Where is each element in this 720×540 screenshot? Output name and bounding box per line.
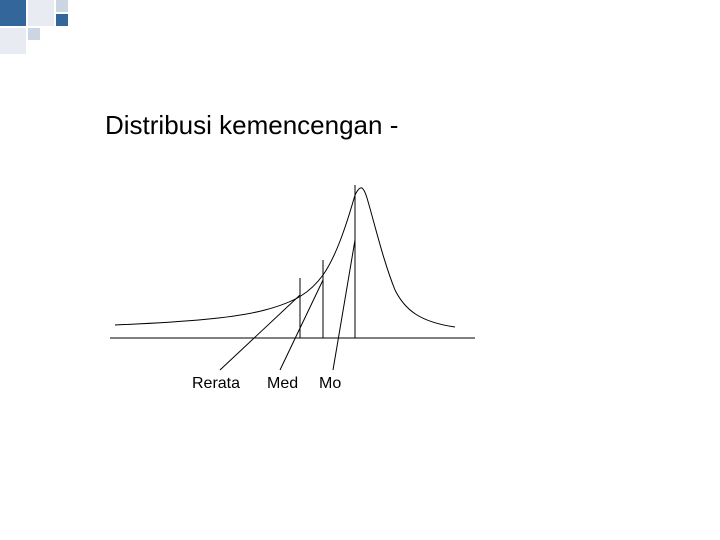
label-rerata: Rerata	[192, 375, 240, 393]
slide-corner-decoration	[0, 0, 80, 60]
slide-title: Distribusi kemencengan -	[105, 110, 398, 141]
label-mo: Mo	[319, 375, 341, 393]
skew-distribution-diagram	[105, 180, 505, 380]
label-med: Med	[267, 375, 298, 393]
